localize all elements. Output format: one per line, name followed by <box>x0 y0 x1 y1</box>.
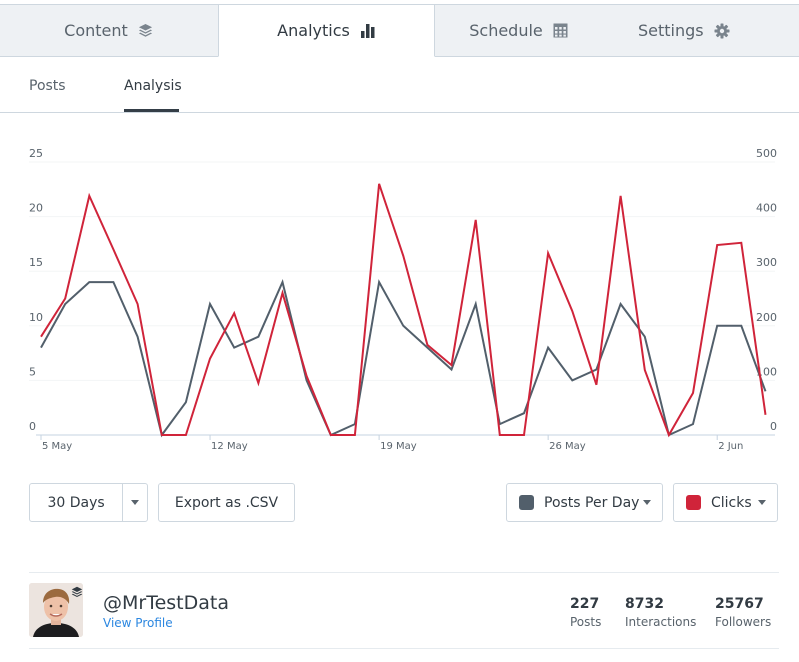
posts-color-swatch <box>519 495 534 510</box>
export-csv-label: Export as .CSV <box>174 494 279 511</box>
stat-followers-value: 25767 <box>715 596 764 612</box>
subtab-posts[interactable]: Posts <box>29 78 66 94</box>
clicks-color-swatch <box>686 495 701 510</box>
line-chart: 0 0 5 100 10 200 15 300 20 400 25 500 5 May 12 May 19 … <box>29 147 777 452</box>
tab-settings-label: Settings <box>638 21 704 40</box>
tab-content-label: Content <box>64 21 128 40</box>
svg-text:300: 300 <box>756 256 777 269</box>
svg-text:12 May: 12 May <box>211 441 248 452</box>
active-subtab-indicator <box>124 109 179 112</box>
svg-text:5 May: 5 May <box>42 441 72 452</box>
tab-schedule-label: Schedule <box>469 21 543 40</box>
main-tabs: Content Analytics Schedule Settings <box>0 4 799 57</box>
stat-posts-value: 227 <box>570 596 600 612</box>
left-metric-label: Posts Per Day <box>544 494 640 511</box>
svg-text:19 May: 19 May <box>380 441 417 452</box>
chart-controls: 30 Days Export as .CSV Posts Per Day Cli… <box>0 483 799 523</box>
bar-chart-icon <box>360 23 376 39</box>
subtab-analysis[interactable]: Analysis <box>124 78 182 94</box>
caret-down-icon <box>131 500 140 505</box>
stat-followers-label: Followers <box>715 615 772 629</box>
layers-icon <box>138 23 154 39</box>
caret-down-icon <box>643 500 651 505</box>
svg-text:200: 200 <box>756 311 777 324</box>
svg-text:20: 20 <box>29 202 43 215</box>
svg-text:10: 10 <box>29 311 43 324</box>
stat-posts-label: Posts <box>570 615 602 629</box>
divider <box>29 572 779 573</box>
right-metric-dropdown[interactable]: Clicks <box>673 483 778 522</box>
svg-text:15: 15 <box>29 256 43 269</box>
divider <box>29 648 779 649</box>
buffer-layers-icon <box>71 583 83 597</box>
profile-handle: @MrTestData <box>103 592 229 614</box>
gear-icon <box>714 23 730 39</box>
caret-down-icon <box>758 500 766 505</box>
analytics-subtabs: Posts Analysis <box>0 57 799 113</box>
stat-interactions-value: 8732 <box>625 596 664 612</box>
profile-summary: @MrTestData View Profile 227 Posts 8732 … <box>29 583 779 637</box>
stat-posts: 227 Posts <box>570 596 601 629</box>
svg-text:100: 100 <box>756 365 777 378</box>
left-metric-dropdown[interactable]: Posts Per Day <box>506 483 663 522</box>
svg-text:400: 400 <box>756 202 777 215</box>
avatar <box>29 583 83 637</box>
date-range-toggle[interactable] <box>122 484 147 521</box>
stat-followers: 25767 Followers <box>715 596 771 629</box>
svg-text:25: 25 <box>29 147 43 160</box>
svg-text:500: 500 <box>756 147 777 160</box>
svg-text:0: 0 <box>29 420 36 433</box>
calendar-icon <box>553 23 569 39</box>
tab-settings[interactable]: Settings <box>603 5 799 57</box>
svg-text:0: 0 <box>770 420 777 433</box>
svg-text:26 May: 26 May <box>549 441 586 452</box>
analytics-chart: 0 0 5 100 10 200 15 300 20 400 25 500 5 May 12 May 19 … <box>0 140 799 460</box>
tab-content[interactable]: Content <box>0 5 218 57</box>
stat-interactions: 8732 Interactions <box>625 596 696 629</box>
date-range-label: 30 Days <box>47 494 105 511</box>
svg-text:5: 5 <box>29 365 36 378</box>
date-range-dropdown[interactable]: 30 Days <box>29 483 148 522</box>
right-metric-label: Clicks <box>711 494 752 511</box>
svg-text:2 Jun: 2 Jun <box>718 441 743 452</box>
tab-schedule[interactable]: Schedule <box>435 5 603 57</box>
tab-analytics[interactable]: Analytics <box>218 4 435 57</box>
export-csv-button[interactable]: Export as .CSV <box>158 483 295 522</box>
stat-interactions-label: Interactions <box>625 615 697 629</box>
view-profile-link[interactable]: View Profile <box>103 616 173 630</box>
tab-analytics-label: Analytics <box>277 21 350 40</box>
